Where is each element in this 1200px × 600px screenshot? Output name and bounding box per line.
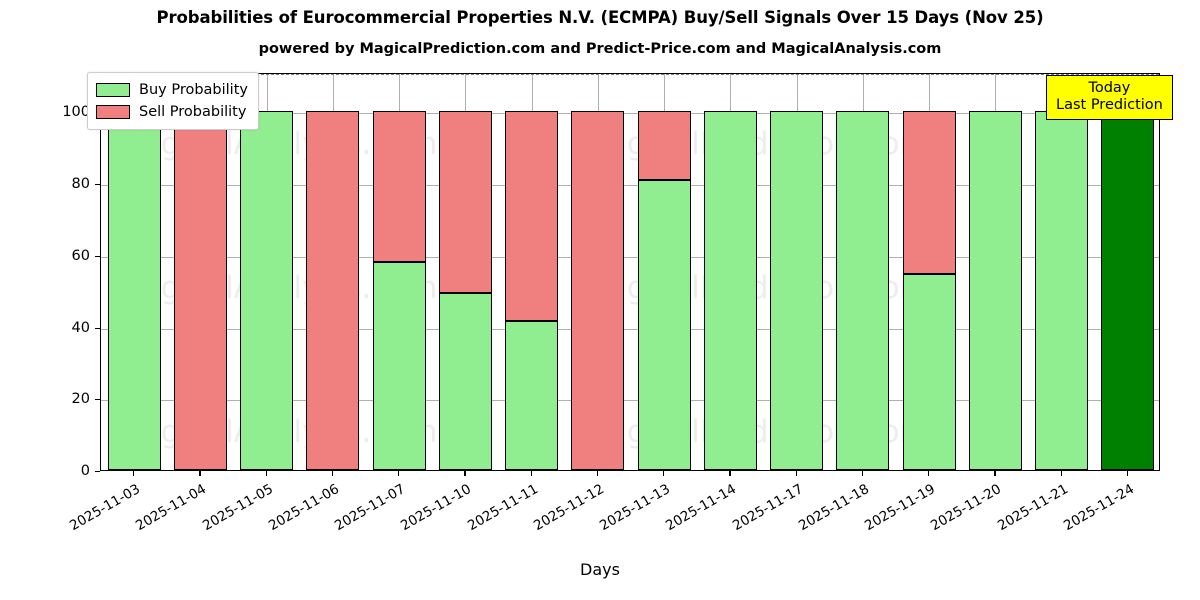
bar-segment-buy[interactable] — [637, 179, 691, 470]
y-tick-label: 60 — [71, 247, 90, 264]
y-tick-mark — [95, 471, 100, 473]
y-tick-mark — [95, 184, 100, 186]
bar-segment-buy[interactable] — [240, 111, 294, 470]
bar-group[interactable] — [836, 74, 890, 470]
x-tick-mark — [1060, 471, 1062, 476]
y-tick-mark — [95, 255, 100, 258]
x-axis-label: Days — [580, 560, 620, 579]
bar-group[interactable] — [1101, 74, 1155, 470]
bar-segment-buy[interactable] — [438, 292, 492, 470]
bar-group[interactable] — [438, 74, 492, 470]
y-tick-label: 0 — [80, 463, 90, 479]
gridline-horizontal — [101, 400, 1159, 402]
x-tick-mark — [729, 471, 731, 476]
x-tick-mark — [265, 471, 267, 476]
bar-segment-sell[interactable] — [637, 111, 691, 180]
bar-segment-today[interactable] — [1101, 111, 1155, 470]
x-tick-mark — [596, 471, 599, 476]
bar-group[interactable] — [968, 74, 1022, 470]
chart-subtitle: powered by MagicalPrediction.com and Pre… — [258, 41, 942, 57]
x-tick-mark — [331, 471, 334, 476]
bar-group[interactable] — [1035, 74, 1089, 470]
x-tick-mark — [928, 471, 930, 476]
y-tick-label: 40 — [71, 319, 90, 336]
bar-group[interactable] — [240, 74, 294, 470]
x-tick-mark — [464, 471, 466, 476]
bar-segment-buy[interactable] — [107, 111, 161, 470]
today-annotation-line1: Today — [1088, 80, 1131, 96]
bar-segment-buy[interactable] — [902, 273, 956, 470]
bar-segment-buy[interactable] — [505, 320, 559, 470]
bar-segment-sell[interactable] — [306, 111, 360, 470]
bar-segment-sell[interactable] — [173, 111, 227, 470]
y-tick-mark — [95, 327, 100, 329]
bar-group[interactable] — [372, 74, 426, 470]
bar-group[interactable] — [703, 74, 757, 470]
chart-title: Probabilities of Eurocommercial Properti… — [156, 8, 1044, 27]
bar-segment-buy[interactable] — [372, 262, 426, 470]
gridline-horizontal — [101, 185, 1159, 187]
bar-group[interactable] — [107, 74, 161, 470]
gridline-horizontal — [101, 256, 1159, 258]
bar-segment-sell[interactable] — [571, 111, 625, 470]
bar-segment-buy[interactable] — [1035, 111, 1089, 470]
x-tick-mark — [795, 471, 797, 476]
x-tick-mark — [861, 471, 864, 476]
x-tick-mark — [530, 471, 532, 476]
y-tick-label: 100 — [62, 104, 90, 121]
bar-group[interactable] — [173, 74, 227, 470]
gridline-horizontal — [101, 113, 1159, 115]
bar-group[interactable] — [306, 74, 360, 470]
legend-swatch-icon — [96, 83, 130, 97]
legend-swatch-icon — [96, 105, 130, 119]
chart-legend: Buy Probability Sell Probability — [87, 72, 259, 130]
bar-group[interactable] — [505, 74, 559, 470]
x-tick-mark — [398, 471, 400, 476]
x-tick-mark — [199, 471, 201, 476]
today-annotation-line2: Last Prediction — [1056, 97, 1163, 114]
gridline-horizontal — [101, 328, 1159, 330]
x-tick-mark — [133, 471, 135, 476]
bar-segment-sell[interactable] — [505, 111, 559, 321]
y-tick-mark — [95, 399, 100, 401]
bar-group[interactable] — [902, 74, 956, 470]
bar-segment-buy[interactable] — [770, 111, 824, 470]
bar-segment-buy[interactable] — [968, 111, 1022, 470]
x-tick-label: 2025-11-03 — [67, 481, 144, 535]
bar-group[interactable] — [637, 74, 691, 470]
legend-item[interactable]: Buy Probability — [96, 79, 248, 101]
x-tick-mark — [1126, 471, 1129, 476]
bar-segment-sell[interactable] — [438, 111, 492, 293]
bar-group[interactable] — [571, 74, 625, 470]
bar-segment-sell[interactable] — [372, 111, 426, 263]
threshold-dashed-line — [101, 74, 1159, 75]
plot-area: MagicalAnalysis.comMagicalPrediction.com… — [100, 73, 1160, 471]
bar-segment-buy[interactable] — [703, 111, 757, 470]
legend-label: Sell Probability — [139, 104, 247, 120]
x-tick-mark — [994, 471, 996, 476]
bar-segment-buy[interactable] — [836, 111, 890, 470]
legend-label: Buy Probability — [139, 82, 248, 98]
legend-item[interactable]: Sell Probability — [96, 101, 248, 123]
bar-segment-sell[interactable] — [902, 111, 956, 274]
y-tick-label: 80 — [71, 176, 90, 193]
x-tick-mark — [663, 471, 665, 476]
today-annotation-box: Today Last Prediction — [1046, 75, 1173, 121]
y-tick-label: 20 — [71, 391, 90, 408]
bar-group[interactable] — [770, 74, 824, 470]
